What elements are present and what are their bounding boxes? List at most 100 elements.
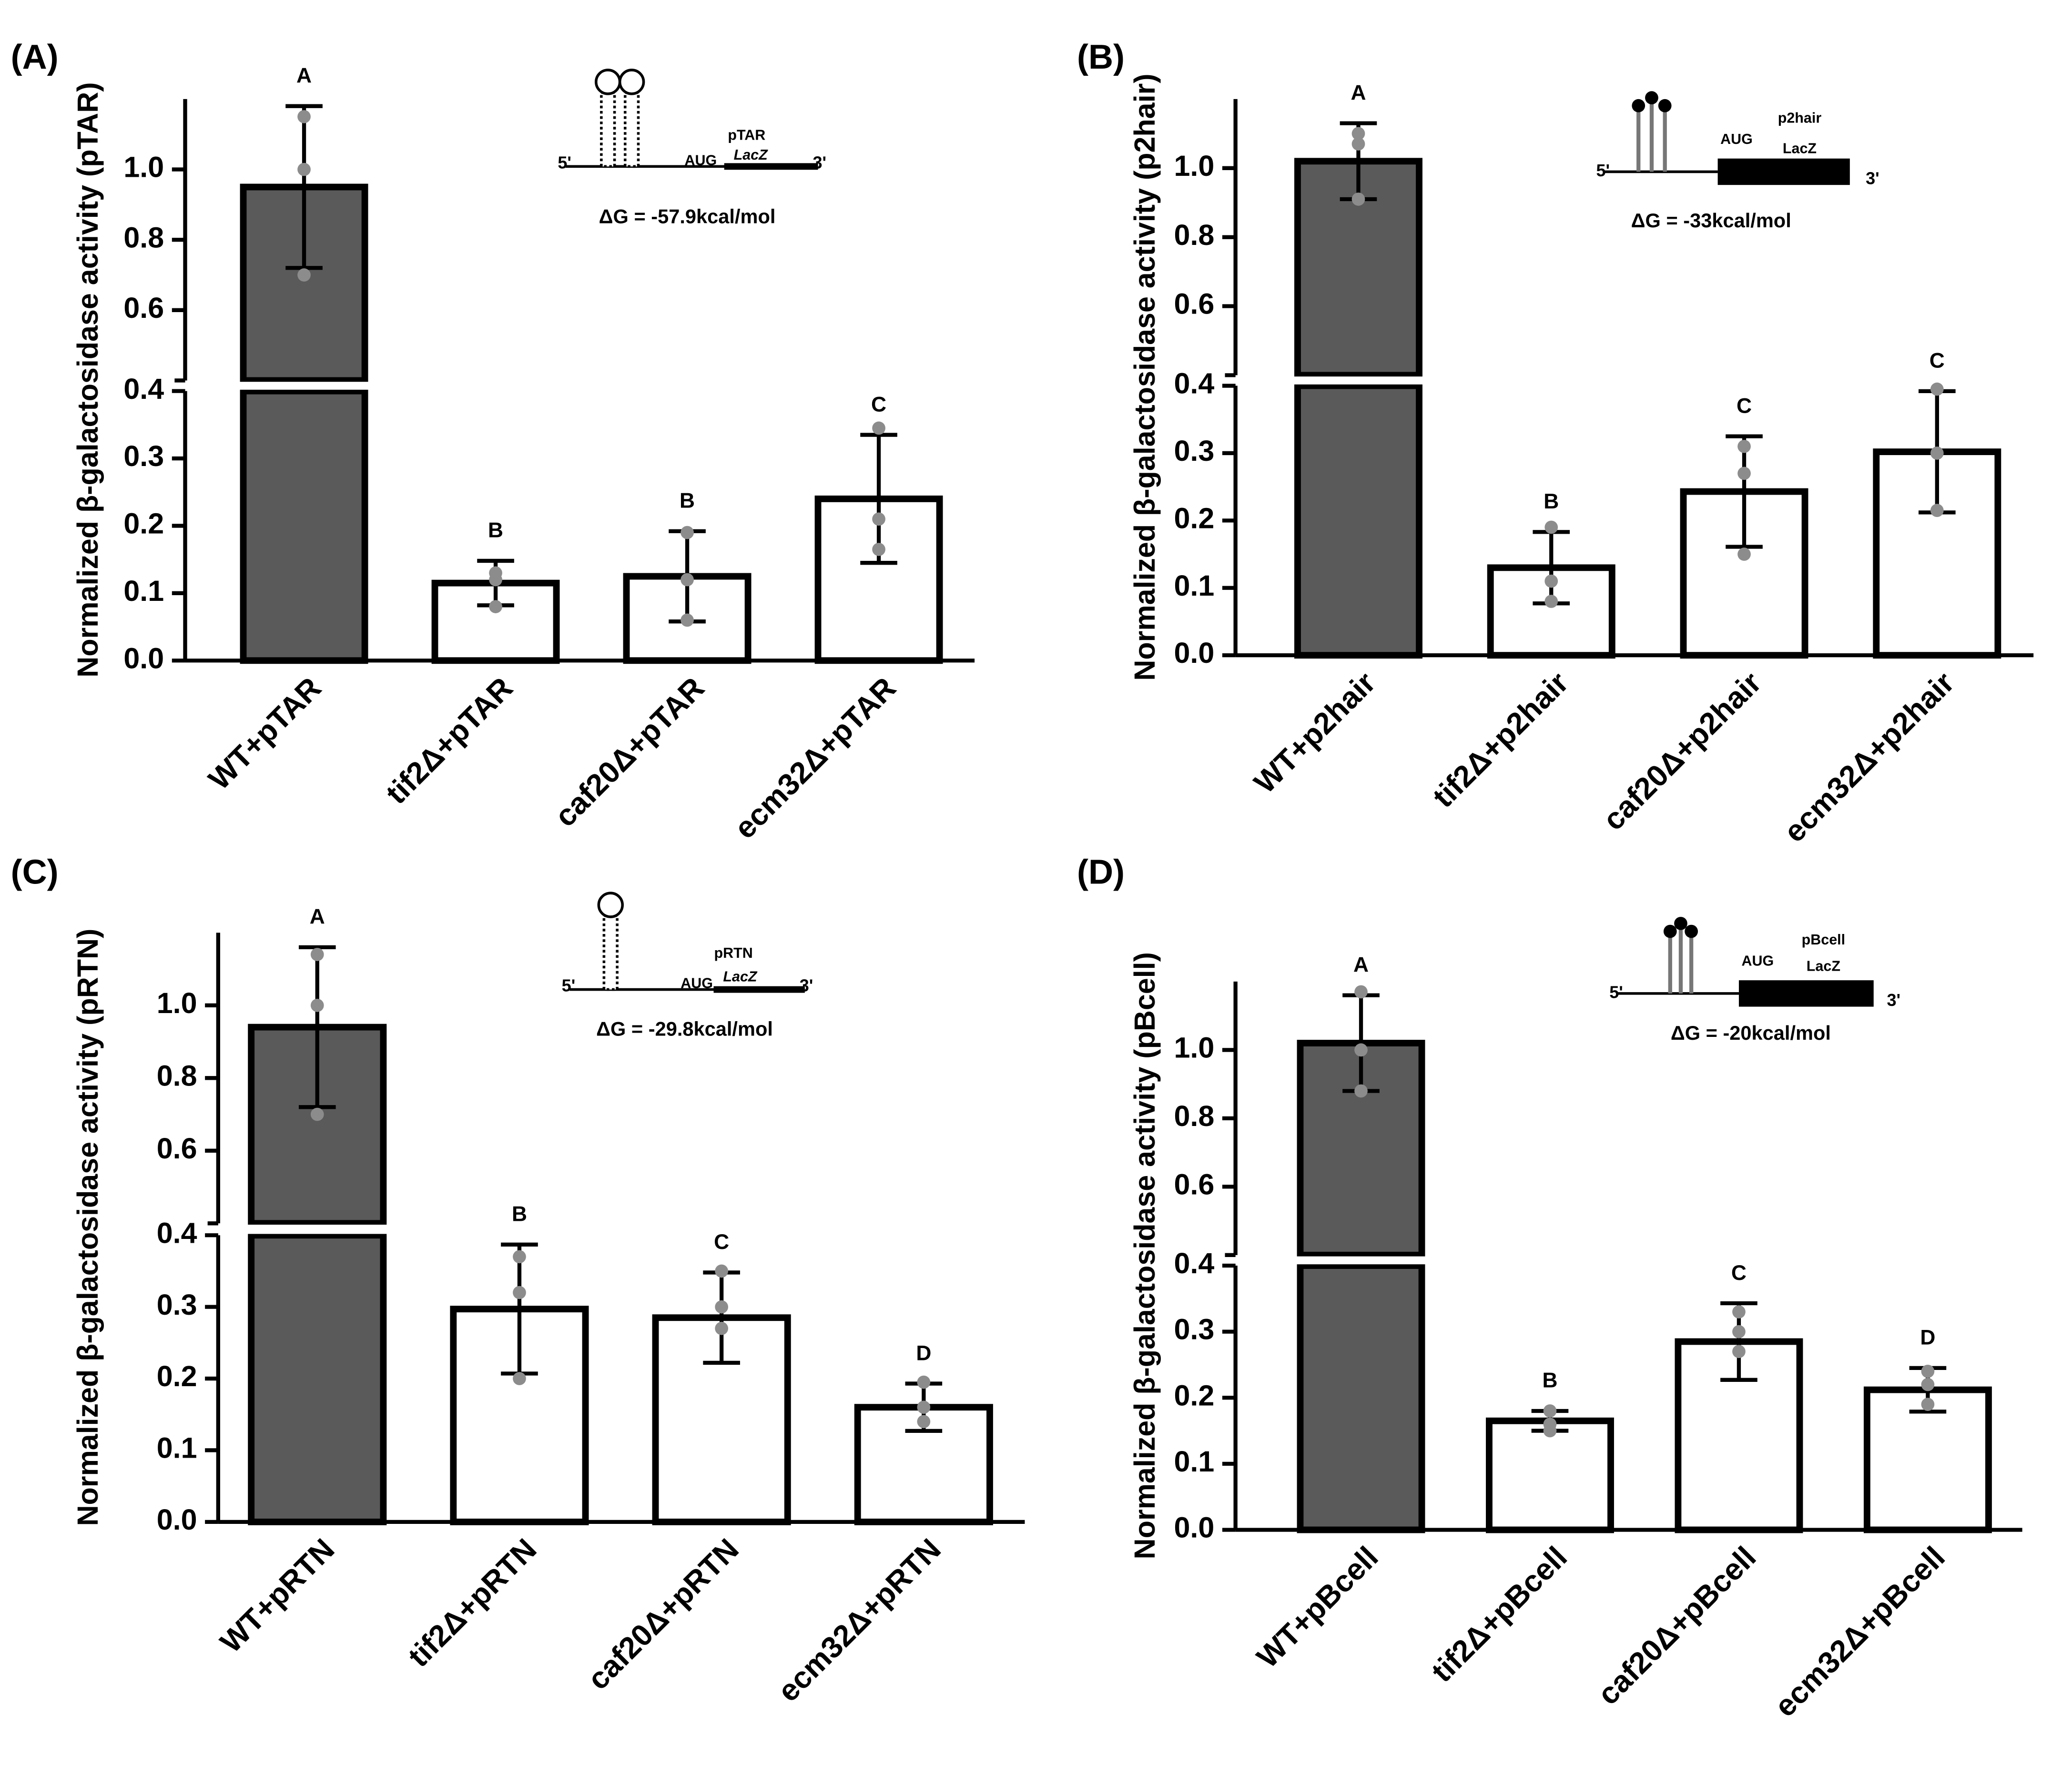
lacz-box [1738, 980, 1874, 1007]
data-point [917, 1415, 931, 1429]
data-point [1732, 1305, 1746, 1319]
bar-lower [1297, 1262, 1425, 1533]
stem-loop [1674, 917, 1687, 930]
y-tick-label: 0.2 [123, 507, 164, 540]
y-tick-label: 0.8 [1174, 1100, 1215, 1132]
inset-3prime: 3' [813, 152, 826, 172]
significance-letter: D [916, 1341, 931, 1365]
data-point [1544, 574, 1558, 588]
panel: (D) Normalized β-galactosidase activity (… [1077, 853, 2022, 1724]
data-point [1351, 137, 1365, 151]
inset-5prime: 5' [1596, 161, 1610, 180]
y-tick-label: 0.1 [1174, 1445, 1215, 1478]
significance-letter: D [1920, 1326, 1935, 1349]
y-tick-label: 0.3 [1174, 435, 1215, 467]
y-tick-label: 0.0 [157, 1503, 197, 1536]
y-tick-label: 0.8 [123, 221, 164, 254]
panel: (C) Normalized β-galactosidase activity (… [11, 853, 1025, 1708]
inset-construct: pRTN [714, 945, 752, 961]
stem-loop [1685, 924, 1698, 938]
error-bar [285, 104, 323, 270]
inset-gene: LacZ [734, 147, 769, 163]
y-tick-label: 0.3 [123, 440, 164, 472]
hairpin-loop [597, 892, 624, 918]
data-point [310, 998, 324, 1012]
y-tick-label: 0.6 [123, 292, 164, 324]
x-tick-label: WT+p2hair [1247, 665, 1382, 800]
y-tick-label: 0.4 [157, 1217, 197, 1249]
data-point [310, 1107, 324, 1121]
y-tick-label: 0.8 [157, 1059, 197, 1092]
y-axis-label: Normalized β-galactosidase activity (pBc… [1128, 952, 1161, 1559]
data-point [297, 162, 311, 176]
data-point [1737, 467, 1751, 480]
inset-construct: pTAR [728, 127, 765, 143]
inset-5prime: 5' [562, 976, 576, 995]
y-tick-label: 0.2 [157, 1360, 197, 1392]
x-tick-label: ecm32Δ+pTAR [728, 670, 903, 845]
significance-letter: C [1731, 1261, 1747, 1285]
data-point [1732, 1325, 1746, 1339]
x-tick-label: tif2Δ+pBcell [1424, 1540, 1574, 1689]
panel: (B)Normalized β-galactosidase activity (… [1077, 38, 2034, 849]
significance-letter: B [1544, 490, 1559, 513]
data-point [1354, 985, 1368, 999]
y-tick-label: 0.2 [1174, 1379, 1215, 1411]
data-point [489, 600, 502, 613]
data-point [681, 573, 694, 587]
x-tick-label: tif2Δ+pTAR [379, 670, 519, 811]
x-tick-label: caf20Δ+pRTN [581, 1532, 745, 1696]
inset-5prime: 5' [558, 152, 571, 172]
inset-gene: LacZ [1783, 140, 1817, 156]
data-point [1921, 1398, 1935, 1411]
inset-energy: ΔG = -29.8kcal/mol [596, 1017, 773, 1040]
data-point [1543, 1404, 1557, 1418]
y-tick-label: 0.0 [123, 642, 164, 674]
panel-label: (C) [11, 853, 59, 891]
bar [854, 1404, 993, 1525]
inset-3prime: 3' [1887, 990, 1900, 1010]
significance-letter: C [714, 1230, 729, 1254]
data-point [513, 1286, 526, 1299]
bar-lower [248, 1232, 387, 1525]
error-bar [1726, 434, 1763, 549]
inset-energy: ΔG = -20kcal/mol [1671, 1022, 1831, 1044]
panel-label: (A) [11, 38, 59, 76]
y-tick-label: 1.0 [123, 151, 164, 183]
stem-loop [1632, 99, 1645, 112]
bar-lower [240, 387, 368, 664]
y-tick-label: 0.0 [1174, 1511, 1215, 1544]
inset-5prime: 5' [1609, 982, 1623, 1002]
y-tick-label: 0.2 [1174, 502, 1215, 534]
data-point [297, 110, 311, 123]
significance-letter: B [1542, 1369, 1557, 1392]
significance-letter: B [512, 1203, 527, 1226]
data-point [513, 1250, 526, 1264]
y-tick-label: 0.0 [1174, 637, 1215, 669]
data-point [1351, 193, 1365, 206]
error-bar [860, 433, 897, 565]
data-point [1737, 439, 1751, 453]
inset-start: AUG [1741, 953, 1774, 969]
data-point [1737, 548, 1751, 561]
inset-gene: LacZ [1807, 958, 1840, 974]
data-point [1930, 382, 1944, 396]
y-axis-label: Normalized β-galactosidase activity (p2h… [1128, 73, 1161, 680]
inset-start: AUG [681, 975, 713, 992]
y-tick-label: 1.0 [1174, 150, 1215, 182]
data-point [917, 1400, 931, 1414]
data-point [1921, 1364, 1935, 1378]
data-point [1732, 1345, 1746, 1359]
y-tick-label: 0.4 [1174, 367, 1215, 400]
stem-loop [1658, 99, 1672, 112]
y-tick-label: 0.6 [157, 1132, 197, 1165]
panel-label: (D) [1077, 853, 1125, 891]
significance-letter: A [310, 905, 325, 929]
x-tick-label: WT+pTAR [202, 670, 327, 796]
y-tick-label: 0.6 [1174, 1168, 1215, 1200]
data-point [715, 1321, 729, 1335]
stem-loop [1645, 91, 1658, 105]
data-point [715, 1264, 729, 1278]
x-tick-label: WT+pRTN [213, 1532, 341, 1660]
